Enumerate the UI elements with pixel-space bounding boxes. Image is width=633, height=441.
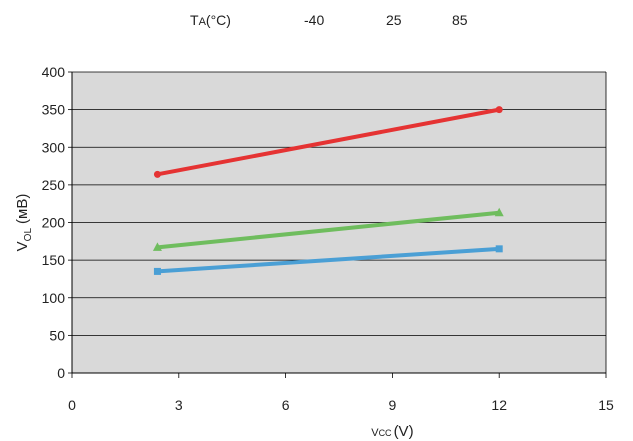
x-tick-label: 15 <box>598 397 614 413</box>
data-point <box>494 207 504 217</box>
data-point <box>495 245 503 253</box>
x-tick-label: 0 <box>68 397 76 413</box>
y-tick-label: 100 <box>42 290 66 306</box>
x-tick-label: 12 <box>491 397 507 413</box>
y-axis-label-main: V <box>14 241 31 251</box>
y-tick-label: 150 <box>42 252 66 268</box>
x-tick-label: 9 <box>389 397 397 413</box>
x-axis-label-sub: CC <box>379 428 392 438</box>
y-axis-label-sub: OL <box>23 228 34 242</box>
data-point <box>153 267 161 275</box>
legend-entry-25: 25 <box>386 12 402 28</box>
y-tick-label: 350 <box>42 102 66 118</box>
legend-title-main: T <box>190 12 199 28</box>
legend-title: TA(°C) <box>190 12 231 28</box>
legend-title-sub: A <box>198 16 206 28</box>
series-line-85 <box>155 107 502 177</box>
legend-entry-minus40: -40 <box>304 12 325 28</box>
data-point <box>153 170 161 178</box>
x-axis-label-main: V <box>371 427 379 439</box>
series-line-25 <box>155 210 502 250</box>
y-tick-label: 200 <box>42 215 66 231</box>
y-tick-label: 250 <box>42 177 66 193</box>
y-tick-label: 0 <box>57 365 65 381</box>
y-axis-label: VOL (мВ) <box>14 194 34 252</box>
legend-entry-85: 85 <box>452 12 468 28</box>
plot-area: 0 50 100 150 200 250 300 350 400 0 3 6 9 12 15 <box>42 64 614 413</box>
series-line--40 <box>155 246 502 274</box>
data-point <box>152 242 162 251</box>
y-tick-label: 400 <box>42 64 66 80</box>
legend-title-unit: (°C) <box>205 12 231 28</box>
y-axis-label-unit: (мВ) <box>14 194 31 224</box>
x-axis-label: VCC (V) <box>371 423 413 440</box>
y-tick-label: 50 <box>49 327 65 343</box>
data-point <box>495 106 503 114</box>
y-tick-label: 300 <box>42 139 66 155</box>
x-tick-label: 3 <box>175 397 183 413</box>
x-axis-label-unit: (V) <box>394 423 414 440</box>
x-tick-label: 6 <box>282 397 290 413</box>
